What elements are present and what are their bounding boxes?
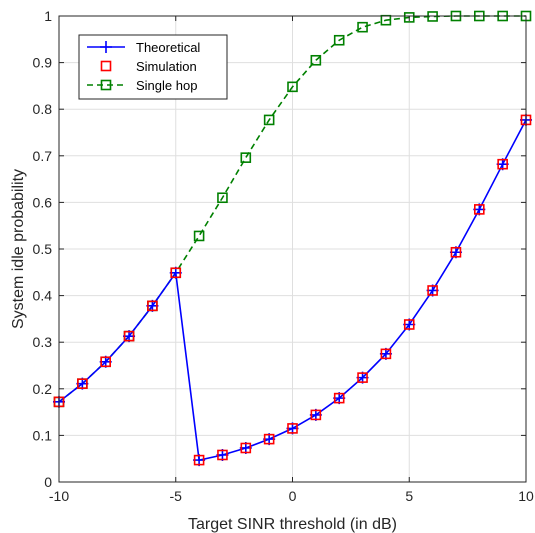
y-tick-label: 0.9 (33, 55, 53, 71)
data-point-single-hop (240, 152, 252, 163)
legend-label: Simulation (136, 59, 197, 74)
y-tick-label: 0.4 (33, 288, 53, 304)
legend-label: Single hop (136, 78, 197, 93)
data-point-simulation (123, 330, 135, 342)
data-point-single-hop (193, 230, 205, 242)
x-tick-label: -10 (49, 488, 69, 504)
data-point-single-hop (403, 12, 415, 23)
y-tick-label: 0.8 (33, 101, 53, 117)
data-point-simulation (380, 348, 392, 360)
legend-box (78, 34, 228, 100)
data-point-simulation (193, 454, 205, 466)
y-tick-label: 0.1 (33, 427, 53, 443)
y-tick-label: 0.5 (33, 241, 53, 257)
legend-item-single-hop: Single hop (87, 78, 197, 93)
y-tick-label: 1 (44, 8, 52, 24)
data-point-single-hop (287, 81, 298, 93)
y-tick-label: 0.6 (33, 194, 53, 210)
data-point-simulation (287, 423, 298, 434)
data-point-simulation (310, 409, 322, 421)
x-tick-label: 0 (289, 488, 297, 504)
x-tick-label: 5 (405, 488, 413, 504)
y-tick-label: 0.3 (33, 334, 53, 350)
x-tick-label: -5 (170, 488, 183, 504)
data-point-simulation (240, 442, 252, 454)
x-axis: -10 -5 0 5 10 (49, 16, 534, 504)
data-point-simulation (450, 246, 462, 258)
y-tick-label: 0.7 (33, 148, 53, 164)
y-tick-label: 0 (44, 474, 52, 490)
data-point-simulation (217, 449, 228, 461)
legend-swatch-marker (100, 79, 112, 91)
data-point-single-hop (357, 21, 368, 33)
legend-item-simulation: Simulation (100, 59, 197, 74)
data-point-simulation (170, 267, 182, 279)
y-tick-label: 0.2 (33, 381, 53, 397)
x-tick-label: 10 (518, 488, 534, 504)
data-point-simulation (147, 300, 158, 312)
data-point-simulation (263, 433, 275, 445)
data-point-single-hop (310, 54, 322, 66)
data-point-simulation (403, 319, 415, 330)
x-axis-label: Target SINR threshold (in dB) (188, 516, 397, 533)
data-point-single-hop (333, 34, 345, 46)
legend-item-theoretical: Theoretical (87, 40, 200, 55)
data-point-single-hop (217, 192, 228, 204)
series-layer (53, 10, 532, 467)
data-point-simulation (427, 285, 438, 296)
data-point-simulation (473, 204, 485, 215)
legend-label: Theoretical (136, 40, 200, 55)
data-point-simulation (77, 378, 88, 389)
y-axis-label: System idle probability (10, 169, 27, 329)
y-axis: 0 0.1 0.2 0.3 0.4 0.5 0.6 0.7 0.8 0.9 1 (33, 8, 526, 490)
data-point-simulation (333, 392, 345, 404)
data-point-simulation (100, 356, 111, 368)
data-point-single-hop (263, 114, 275, 126)
data-point-simulation (497, 158, 508, 170)
legend-swatch-marker (100, 41, 112, 53)
legend-swatch-marker (100, 60, 112, 72)
legend: Theoretical Simulation Single hop (78, 34, 228, 100)
data-point-simulation (357, 372, 368, 383)
